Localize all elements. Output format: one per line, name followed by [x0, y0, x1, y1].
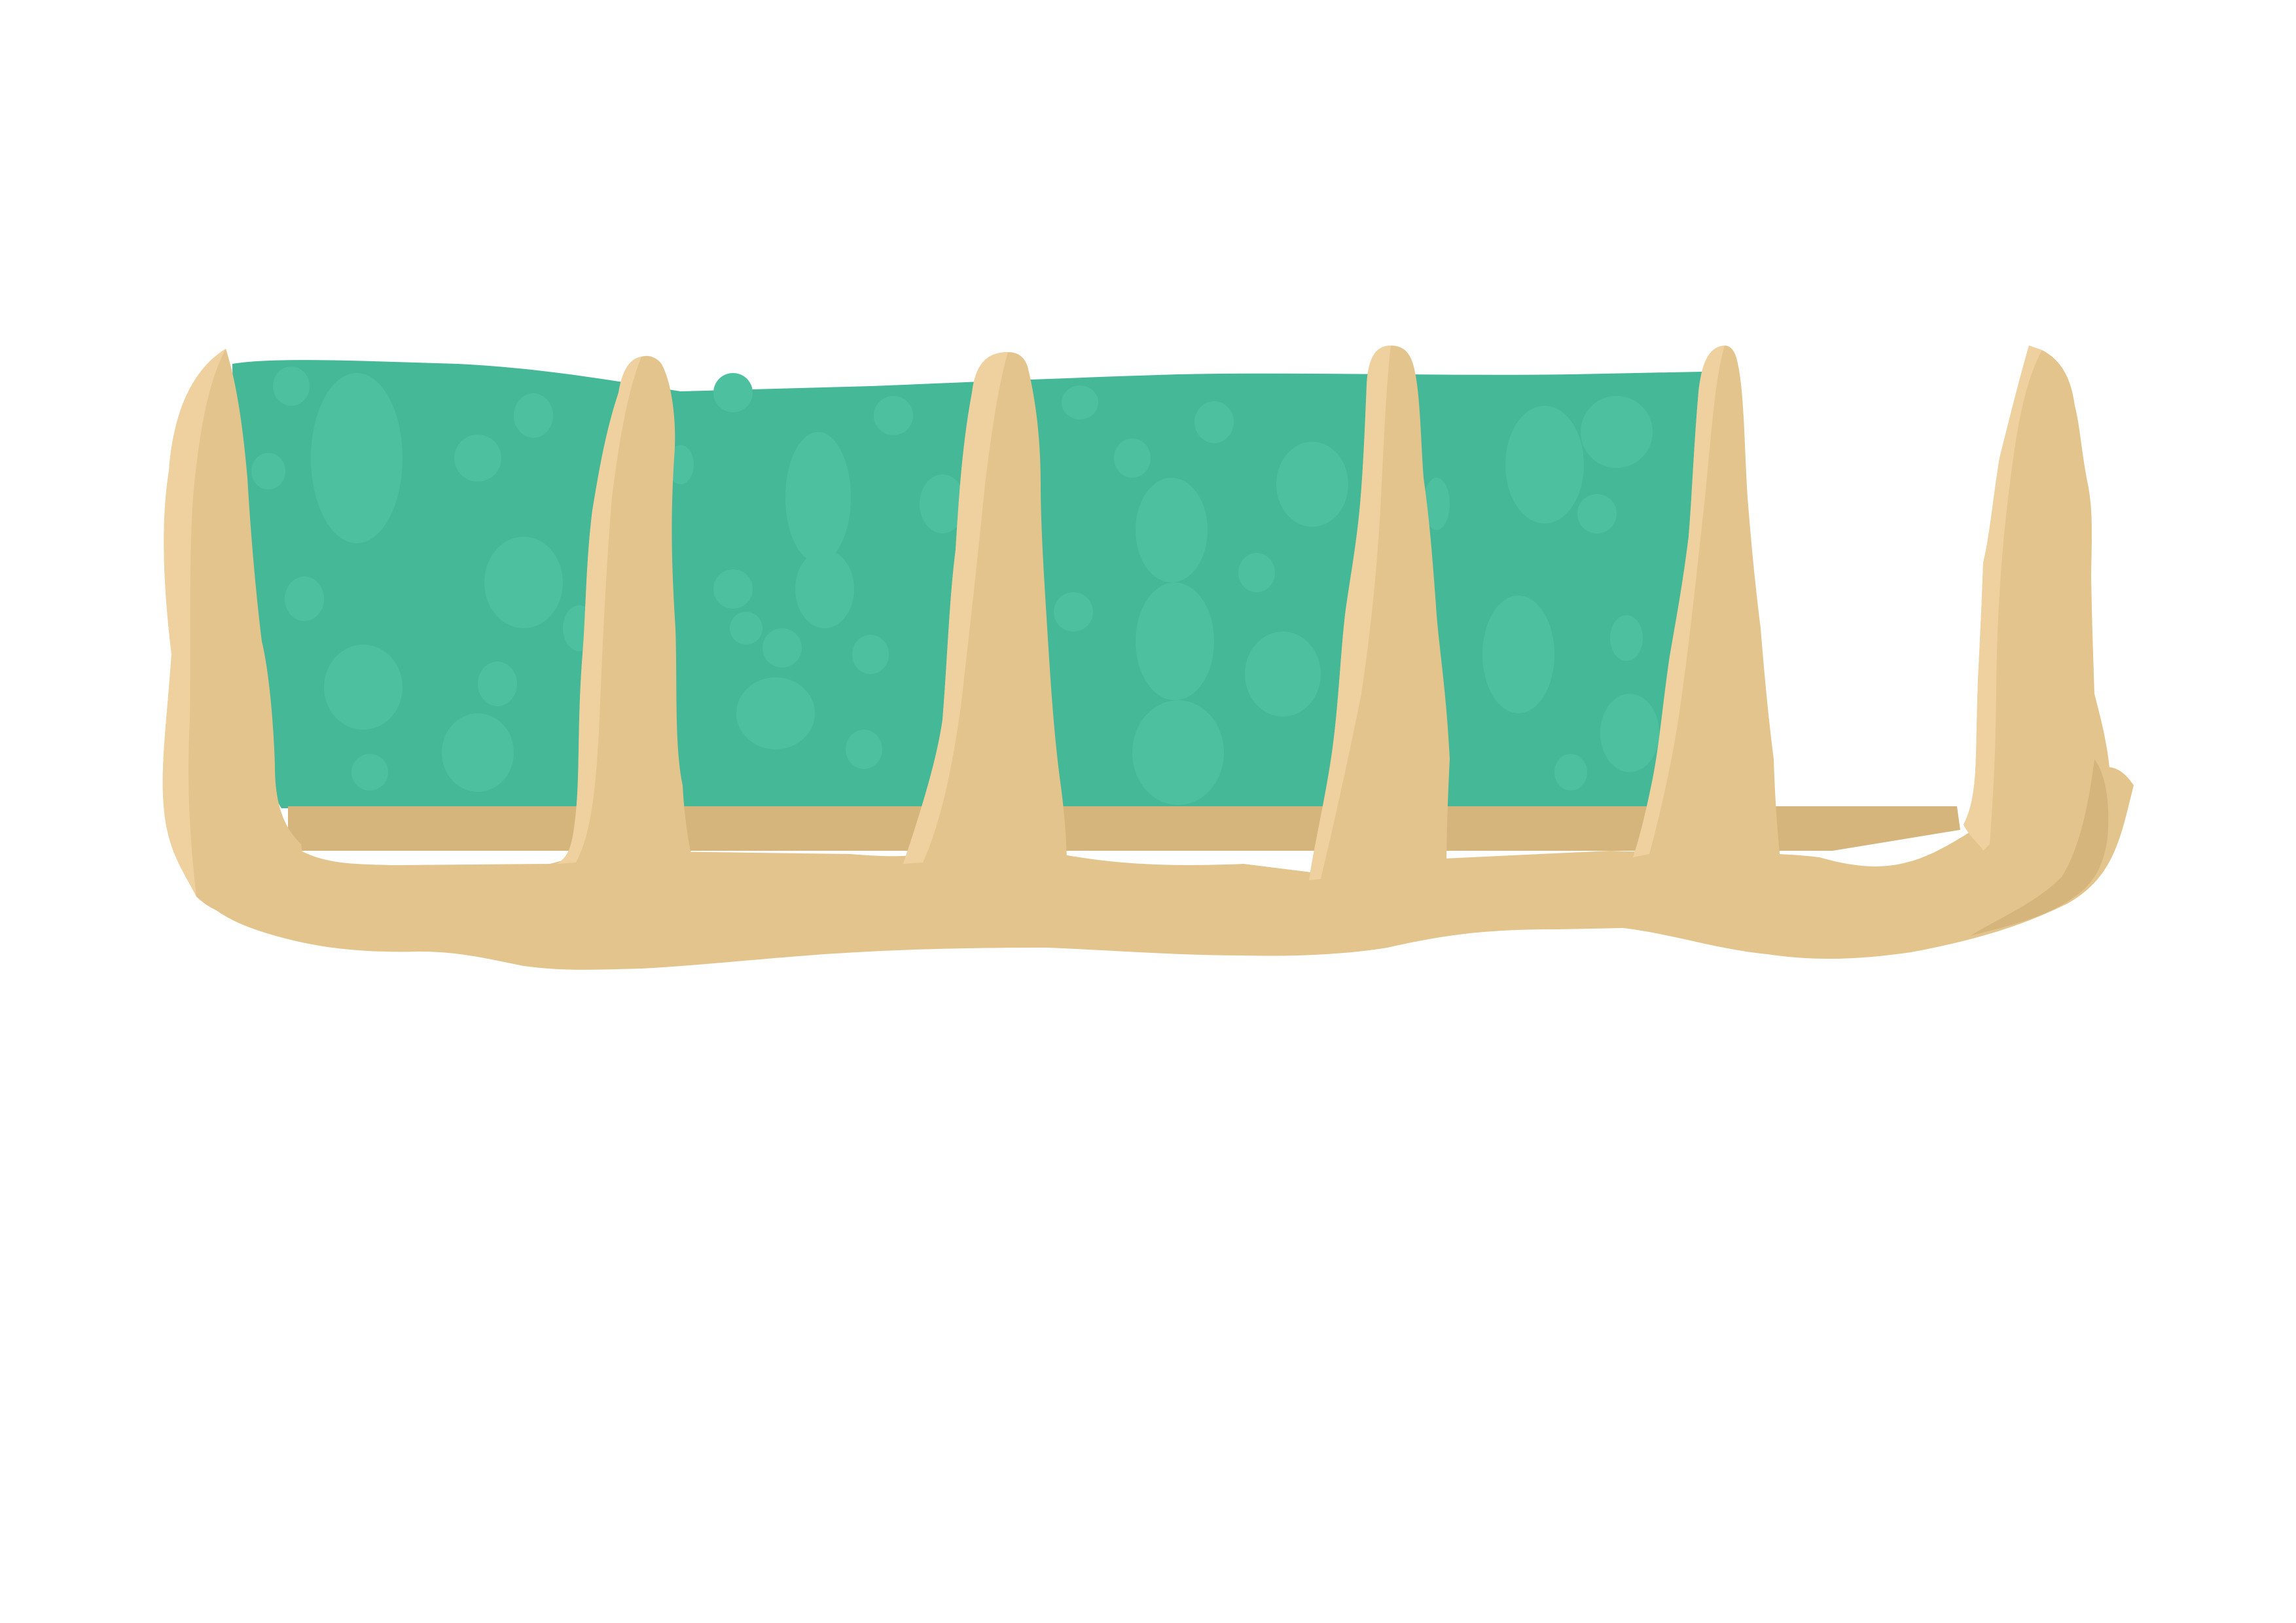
water-spot — [1482, 596, 1554, 713]
water-spot — [1245, 632, 1321, 717]
water-spot — [1505, 406, 1584, 524]
sand-spike-1-highlight — [556, 357, 641, 864]
sand-spike-3-highlight — [1309, 346, 1391, 880]
water-spot — [324, 645, 403, 730]
water-spot — [736, 677, 815, 749]
water-spot — [874, 396, 913, 435]
water-spot — [1238, 553, 1275, 592]
water-spot — [1554, 754, 1587, 791]
sand-spike-right-wall-shade — [1970, 759, 2109, 936]
water-spot — [311, 373, 403, 543]
sand-spike-left-wall-highlight — [162, 349, 226, 897]
water-spot — [484, 537, 563, 628]
sand-spike-2-highlight — [903, 352, 1008, 864]
water-spot — [1136, 582, 1214, 700]
water-spot — [795, 550, 854, 628]
sand-base — [196, 767, 2134, 970]
water-spot — [454, 435, 501, 482]
water-spot — [1062, 385, 1098, 419]
water-spot — [1581, 396, 1653, 468]
water-spot — [1424, 478, 1450, 530]
water-spot — [442, 713, 514, 792]
water-spot — [1610, 615, 1643, 661]
water-spot — [713, 373, 753, 412]
water-spot — [846, 730, 882, 769]
water-spot — [351, 754, 388, 791]
water-spot — [514, 393, 553, 438]
water-spot — [273, 366, 310, 406]
water-spot — [920, 474, 965, 533]
water-spot — [285, 577, 324, 621]
water-spot — [251, 453, 285, 490]
water-spot — [1577, 494, 1617, 533]
sand-spike-right-wall-highlight — [1964, 346, 2042, 851]
water-spot — [1276, 442, 1348, 527]
water-spot — [713, 569, 753, 609]
sand-spike-left-wall — [162, 349, 304, 919]
water-spot — [730, 612, 762, 645]
water-spot — [1136, 478, 1208, 582]
water-spot — [1114, 438, 1151, 478]
water-spot — [1194, 401, 1234, 443]
water-spot — [1054, 592, 1093, 632]
water-spot — [852, 635, 889, 674]
water-spot — [1600, 694, 1659, 772]
sand-spikes — [162, 346, 2111, 936]
water-spot — [478, 662, 517, 706]
water-spot — [762, 628, 802, 668]
sand-spike-4-highlight — [1633, 346, 1725, 857]
sand-shadow-strip — [288, 806, 1960, 851]
water-spot — [785, 432, 851, 563]
water-spots — [251, 366, 1659, 805]
water-spot — [1132, 700, 1224, 805]
